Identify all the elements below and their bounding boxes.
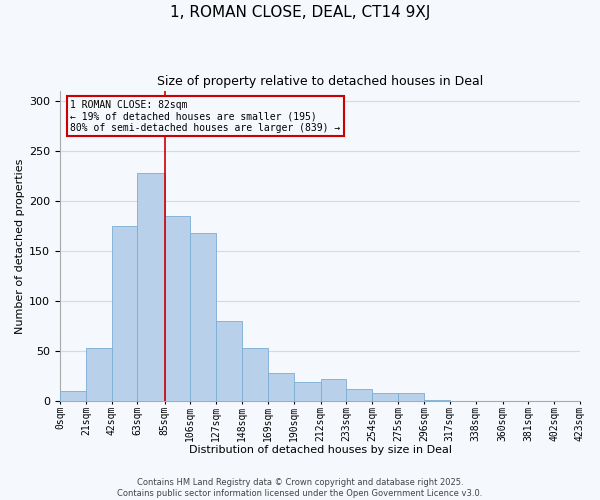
Title: Size of property relative to detached houses in Deal: Size of property relative to detached ho… <box>157 75 483 88</box>
Text: 1, ROMAN CLOSE, DEAL, CT14 9XJ: 1, ROMAN CLOSE, DEAL, CT14 9XJ <box>170 5 430 20</box>
Bar <box>216 321 242 402</box>
Bar <box>242 348 268 402</box>
Text: 1 ROMAN CLOSE: 82sqm
← 19% of detached houses are smaller (195)
80% of semi-deta: 1 ROMAN CLOSE: 82sqm ← 19% of detached h… <box>70 100 341 133</box>
Bar <box>320 380 346 402</box>
Bar <box>137 173 164 402</box>
Bar <box>398 394 424 402</box>
Y-axis label: Number of detached properties: Number of detached properties <box>15 158 25 334</box>
Bar <box>112 226 137 402</box>
X-axis label: Distribution of detached houses by size in Deal: Distribution of detached houses by size … <box>188 445 452 455</box>
Bar <box>190 233 216 402</box>
Bar <box>346 390 372 402</box>
Bar <box>164 216 190 402</box>
Bar <box>424 400 449 402</box>
Bar <box>268 374 293 402</box>
Text: Contains HM Land Registry data © Crown copyright and database right 2025.
Contai: Contains HM Land Registry data © Crown c… <box>118 478 482 498</box>
Bar <box>372 394 398 402</box>
Bar <box>60 392 86 402</box>
Bar <box>293 382 320 402</box>
Bar <box>86 348 112 402</box>
